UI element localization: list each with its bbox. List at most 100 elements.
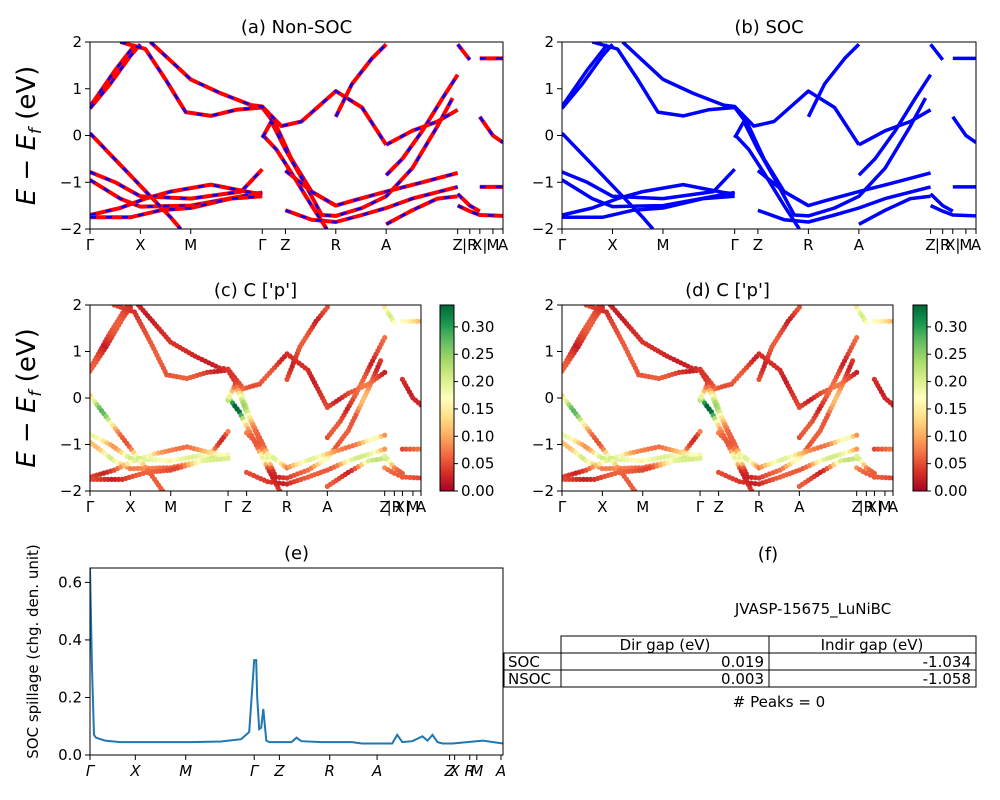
band-point <box>94 476 100 482</box>
band-line-soc <box>733 133 801 229</box>
panel-f-title: (f) <box>758 544 778 565</box>
band-point <box>854 432 860 438</box>
band-point <box>414 446 420 452</box>
x-tick-label: R <box>465 762 475 780</box>
peaks-count: # Peaks = 0 <box>733 693 825 711</box>
x-tick-label: R <box>803 236 813 254</box>
y-tick-label: −2 <box>60 220 82 238</box>
y-tick-label: −1 <box>60 173 82 191</box>
band-point <box>407 446 413 452</box>
y-axis-label: SOC spillage (chg. den. unit) <box>24 544 42 759</box>
band-point <box>280 475 286 481</box>
chart-title: (a) Non-SOC <box>241 17 352 38</box>
band-line-soc-overlay <box>90 168 264 200</box>
colorbar <box>439 304 455 492</box>
x-tick-label: A <box>888 498 899 516</box>
x-tick-label: M <box>470 762 483 780</box>
band-point <box>867 472 874 478</box>
band-point <box>418 446 421 452</box>
band-point <box>850 456 856 462</box>
band-line-nonsoc <box>260 97 455 218</box>
band-point <box>108 476 115 482</box>
band-point <box>277 488 283 491</box>
x-tick-label: |R <box>859 498 874 516</box>
y-axis-label: E − Ef (eV) <box>12 66 46 206</box>
band-point <box>98 476 104 482</box>
x-tick-label: M <box>164 498 177 516</box>
band-point <box>407 474 413 480</box>
band-point <box>116 476 122 482</box>
band-point <box>744 480 751 486</box>
colorbar-tick-label: 0.05 <box>934 455 967 473</box>
axes-frame <box>561 41 977 230</box>
x-tick-label: Γ <box>224 498 233 516</box>
band-point <box>399 318 405 324</box>
band-point <box>740 479 747 485</box>
band-point <box>399 474 405 480</box>
band-line-soc <box>562 43 614 110</box>
band-point <box>378 456 384 462</box>
y-tick-label: 0.4 <box>58 631 82 649</box>
band-point <box>796 305 802 310</box>
band-point <box>411 475 417 481</box>
axes-frame <box>89 567 504 756</box>
gap-table: Dir gap (eV) Indir gap (eV) SOC 0.019 -1… <box>503 635 977 688</box>
x-tick-label: X| <box>395 498 410 516</box>
x-tick-label: A <box>854 236 865 254</box>
band-point <box>276 474 283 480</box>
x-tick-label: Z <box>380 498 390 516</box>
band-point <box>566 476 572 482</box>
band-line-soc-overlay <box>90 43 142 110</box>
band-point <box>875 474 881 480</box>
band-point <box>216 452 222 458</box>
band-point <box>414 475 420 481</box>
x-tick-label: Γ <box>696 498 705 516</box>
band-point <box>135 465 141 472</box>
band-point <box>580 476 587 482</box>
band-point <box>846 457 852 463</box>
x-tick-label: M <box>184 236 197 254</box>
band-point <box>886 318 892 324</box>
bands <box>562 42 976 229</box>
panel-f: (f) JVASP-15675_LuNiBC Dir gap (eV) Indi… <box>503 544 977 711</box>
x-tick-label: |R <box>387 498 402 516</box>
x-tick-label: A <box>381 236 392 254</box>
band-line-soc <box>951 115 976 144</box>
band-line-soc <box>929 43 945 61</box>
band-line-soc <box>806 43 861 118</box>
band-line-soc <box>929 192 954 213</box>
y-tick-label: 1 <box>544 80 554 98</box>
band-point <box>370 457 376 463</box>
x-tick-label: Z <box>273 762 285 780</box>
y-tick-label: −1 <box>532 436 554 454</box>
band-point <box>131 466 137 472</box>
x-tick-label: Z <box>280 236 290 254</box>
band-point <box>632 488 638 491</box>
x-tick-label: Γ <box>558 236 567 254</box>
band-point <box>752 475 758 481</box>
band-line-soc <box>757 185 932 224</box>
table-cell-value: -1.034 <box>923 653 971 671</box>
band-line-soc <box>929 204 976 218</box>
band-line-soc-overlay <box>261 133 328 229</box>
x-tick-label: M <box>878 498 891 516</box>
band-point <box>749 488 755 491</box>
y-tick-label: −1 <box>532 173 554 191</box>
x-tick-label: Γ <box>86 762 96 780</box>
band-line-soc-overlay <box>284 185 459 224</box>
band-point <box>890 402 893 408</box>
table-header-dir-gap: Dir gap (eV) <box>620 636 711 654</box>
band-point <box>105 476 111 482</box>
band-line-soc <box>562 178 736 209</box>
band-point <box>280 481 286 487</box>
band-point <box>268 479 275 485</box>
x-tick-label: X| <box>867 498 882 516</box>
table-cell-value: 0.019 <box>721 653 764 671</box>
band-line-soc-overlay <box>90 183 263 217</box>
chart-title: (d) C ['p'] <box>685 280 770 301</box>
x-tick-label: Γ <box>250 762 260 780</box>
band-point <box>890 318 893 324</box>
band-line-soc <box>562 194 735 220</box>
band-point <box>850 358 856 364</box>
